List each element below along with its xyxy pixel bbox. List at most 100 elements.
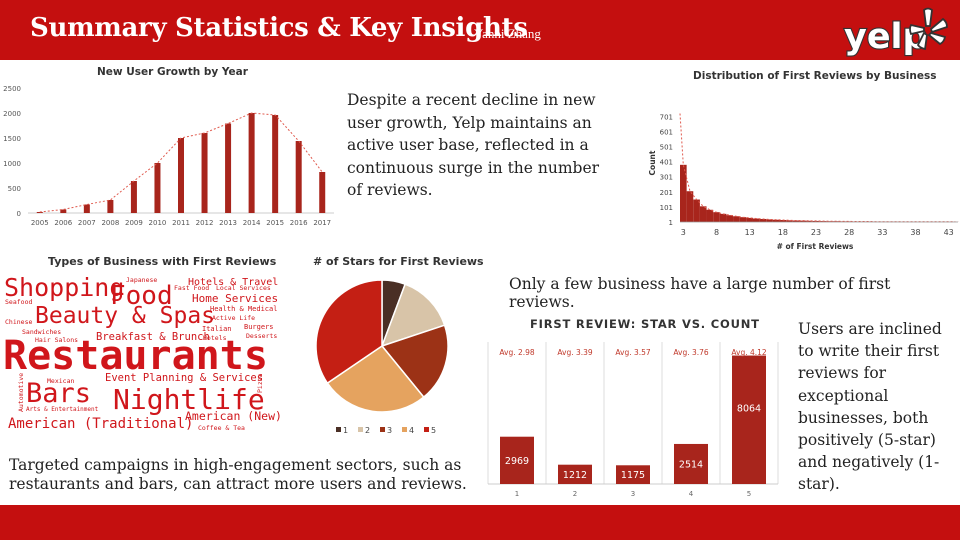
pie-slice: [326, 344, 425, 413]
histogram-bar: [746, 217, 753, 222]
x-tick-label: 13: [745, 228, 755, 237]
y-tick-label: 500: [8, 185, 21, 193]
histogram-bar: [752, 218, 760, 222]
x-tick-label: 2012: [196, 219, 214, 227]
x-tick-label: 5: [747, 490, 751, 498]
bar: [36, 212, 43, 213]
trendline: [39, 112, 323, 213]
bar: [674, 443, 708, 484]
y-tick-label: 2500: [3, 85, 21, 93]
average-label: Avg. 3.57: [615, 348, 651, 357]
x-tick-label: 23: [811, 228, 821, 237]
data-label: 1212: [563, 470, 587, 481]
bar: [107, 200, 114, 213]
data-label: 1175: [621, 470, 645, 481]
histogram-bar: [686, 191, 694, 222]
histogram-bar: [786, 220, 793, 222]
star-count-chart: Avg. 2.98 2969 1 Avg. 3.39 1212 2 Avg. 3.57 117…: [487, 342, 779, 498]
x-tick-label: 43: [944, 228, 954, 237]
y-tick-label: 501: [660, 144, 673, 152]
data-label: 8064: [737, 404, 761, 415]
wordcloud-word: Chinese: [5, 318, 33, 326]
x-tick-label: 2: [573, 490, 577, 498]
wordcloud-word: Automotive: [17, 372, 25, 412]
wordcloud-word: Sandwiches: [22, 328, 62, 336]
y-tick-label: 301: [660, 174, 673, 182]
wordcloud-word: Food: [110, 281, 173, 311]
histogram-bar: [726, 215, 734, 222]
wordcloud-word: Seafood: [5, 298, 33, 306]
x-tick-label: 28: [844, 228, 854, 237]
average-label: Avg. 2.98: [499, 348, 535, 357]
histogram-bar: [706, 209, 714, 222]
y-tick-label: 401: [660, 159, 673, 167]
wordcloud-word: Breakfast & Brunch: [96, 331, 210, 343]
wordcloud-word: Beauty & Spas: [35, 303, 216, 329]
wordcloud-word: Coffee & Tea: [198, 424, 245, 432]
histogram-bar: [759, 218, 767, 222]
x-tick-label: 18: [778, 228, 788, 237]
wordcloud-word: Nightlife: [113, 383, 265, 416]
data-label: 2514: [679, 459, 703, 470]
x-tick-label: 2005: [31, 219, 49, 227]
wordcloud-title: Types of Business with First Reviews: [48, 255, 277, 268]
y-tick-label: 601: [660, 128, 673, 136]
x-tick-label: 2017: [313, 219, 331, 227]
legend-label: 3: [387, 426, 392, 435]
bar: [500, 436, 534, 484]
x-tick-label: 2016: [290, 219, 308, 227]
header-bar: [0, 0, 960, 60]
data-label: 2969: [505, 456, 529, 467]
bar: [248, 113, 255, 213]
x-tick-label: 2009: [125, 219, 143, 227]
wordcloud-word: Hotels: [203, 334, 227, 342]
histogram-bar: [779, 220, 787, 222]
stars-insight-text: Users are inclined to write their first …: [798, 320, 942, 494]
bar: [154, 163, 161, 213]
wordcloud-word: American (New): [185, 409, 282, 423]
legend-label: 5: [431, 426, 436, 435]
bar: [272, 115, 279, 213]
wordcloud-word: Burgers: [244, 323, 274, 331]
legend-label: 1: [343, 426, 348, 435]
legend-swatch: [402, 427, 407, 432]
x-tick-label: 3: [681, 228, 686, 237]
bar: [319, 172, 326, 213]
page-title: Summary Statistics & Key Insights: [30, 13, 528, 43]
user-growth-chart: 0 500 1000 1500 2000 2500 2005 2006 2007 2008 2009…: [3, 85, 334, 227]
stars-pie-chart: 1 2 3 4 5: [315, 279, 449, 435]
distribution-insight-text: Only a few business have a large number …: [509, 275, 891, 311]
histogram-bar: [799, 220, 807, 222]
x-tick-label: 2008: [101, 219, 119, 227]
y-tick-label: 101: [660, 204, 673, 212]
y-tick-label: 201: [660, 189, 673, 197]
stars-pie-title: # of Stars for First Reviews: [313, 255, 484, 268]
legend-swatch: [380, 427, 385, 432]
bar: [201, 133, 208, 213]
histogram-bar: [812, 220, 820, 222]
y-tick-label: 0: [17, 210, 21, 218]
wordcloud-word: Italian: [202, 325, 232, 333]
user-growth-title: New User Growth by Year: [97, 66, 248, 78]
wordcloud-word: Hotels & Travel: [188, 277, 279, 288]
bar: [83, 204, 90, 213]
wordcloud-word: Health & Medical: [210, 305, 278, 313]
histogram-bar: [806, 220, 813, 222]
legend-swatch: [424, 427, 429, 432]
wordcloud-word: Event Planning & Services: [105, 372, 264, 384]
histogram-bar: [699, 206, 707, 222]
x-tick-label: 2007: [78, 219, 96, 227]
wordcloud-word: Restaurants: [3, 333, 268, 379]
x-tick-label: 4: [689, 490, 694, 498]
x-tick-label: 2011: [172, 219, 190, 227]
histogram-bar: [680, 164, 687, 222]
footer-bar: [0, 505, 960, 540]
average-label: Avg. 3.39: [557, 348, 593, 357]
x-tick-label: 3: [631, 490, 635, 498]
histogram-bar: [733, 216, 740, 222]
pie-slice: [380, 283, 446, 348]
x-tick-label: 8: [714, 228, 719, 237]
x-axis-label: # of First Reviews: [777, 242, 854, 251]
yelp-logo-text: yelp: [844, 17, 928, 57]
wordcloud-word: Shopping: [4, 273, 125, 302]
